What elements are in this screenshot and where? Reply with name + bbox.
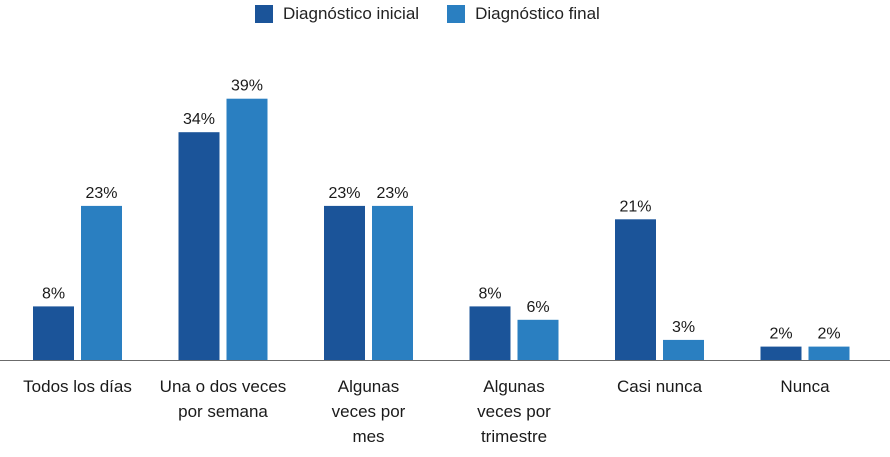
- bar-initial-4: [615, 219, 656, 360]
- category-label-line: Algunas: [483, 377, 545, 396]
- data-label-final-1: 39%: [231, 78, 263, 95]
- category-label-5: Nunca: [730, 374, 880, 399]
- legend-item-final: Diagnóstico final: [447, 4, 600, 24]
- data-label-final-4: 3%: [672, 319, 695, 336]
- data-label-final-5: 2%: [817, 326, 840, 343]
- legend-swatch-final: [447, 5, 466, 23]
- category-label-line: veces por: [331, 402, 406, 421]
- bar-initial-3: [469, 306, 511, 360]
- category-label-line: Algunas: [337, 377, 400, 396]
- bar-initial-5: [760, 346, 802, 360]
- legend-label-final: Diagnóstico final: [475, 4, 600, 23]
- bar-final-5: [808, 346, 850, 360]
- data-label-final-0: 23%: [85, 185, 117, 202]
- bar-final-0: [81, 205, 122, 360]
- bar-initial-0: [33, 306, 74, 360]
- category-label-1: Una o dos veces por semana: [148, 374, 298, 424]
- legend: Diagnóstico inicial Diagnóstico final: [255, 4, 600, 24]
- data-label-initial-1: 34%: [183, 111, 215, 128]
- category-label-line: por semana: [178, 402, 268, 421]
- data-label-initial-2: 23%: [328, 185, 360, 202]
- bar-final-4: [663, 339, 704, 360]
- category-label-0: Todos los días: [3, 374, 153, 399]
- data-label-final-3: 6%: [526, 299, 549, 316]
- data-label-initial-5: 2%: [769, 326, 792, 343]
- data-label-initial-3: 8%: [478, 285, 501, 302]
- category-label-4: Casi nunca: [585, 374, 735, 399]
- bar-final-2: [372, 205, 413, 360]
- category-label-line: Todos los días: [23, 377, 132, 396]
- data-label-initial-0: 8%: [42, 285, 65, 302]
- category-label-line: mes: [352, 427, 385, 446]
- data-label-initial-4: 21%: [619, 198, 651, 215]
- legend-label-initial: Diagnóstico inicial: [283, 4, 420, 23]
- category-label-line: Nunca: [780, 377, 830, 396]
- category-label-line: trimestre: [480, 427, 548, 446]
- category-label-line: Una o dos veces: [159, 377, 287, 396]
- bar-initial-2: [324, 205, 365, 360]
- category-label-2: Algunas veces por mes: [294, 374, 444, 449]
- bar-initial-1: [178, 132, 220, 360]
- bar-final-1: [226, 98, 268, 360]
- data-label-final-2: 23%: [376, 185, 408, 202]
- bar-final-3: [517, 319, 559, 360]
- category-label-line: veces por: [477, 402, 551, 421]
- category-label-line: Casi nunca: [616, 377, 703, 396]
- legend-swatch-initial: [255, 5, 273, 23]
- legend-item-initial: Diagnóstico inicial: [255, 4, 419, 24]
- category-label-3: Algunas veces por trimestre: [439, 374, 589, 449]
